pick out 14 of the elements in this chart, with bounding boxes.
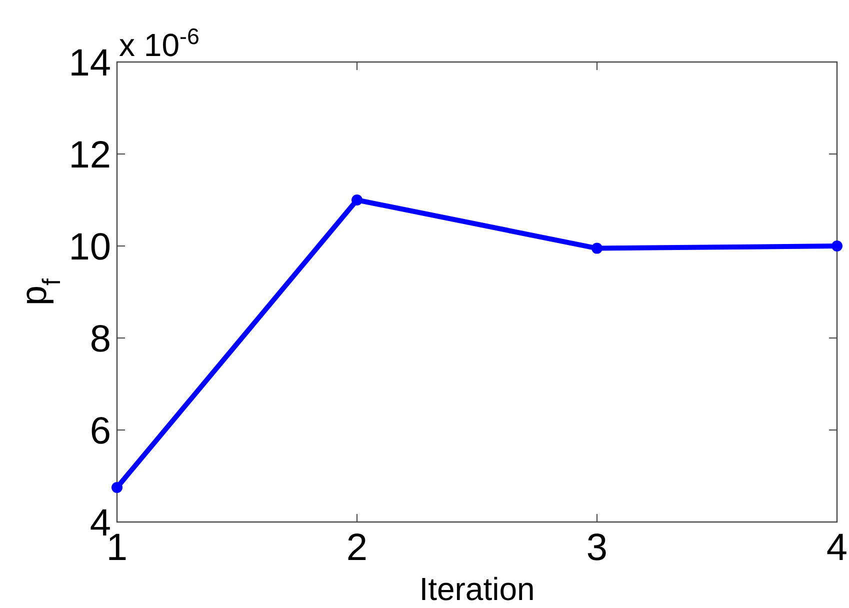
point: [112, 482, 122, 493]
x-tick-label: 2: [346, 527, 368, 569]
point: [832, 240, 842, 252]
x-tick-label: 3: [586, 527, 608, 569]
x-tick-label: 4: [826, 527, 848, 569]
point: [352, 194, 362, 206]
y-tick-label: 10: [68, 226, 111, 268]
point: [592, 242, 602, 254]
y-tick-label: 6: [90, 410, 111, 452]
y-tick-label: 8: [90, 318, 111, 360]
y-tick-label: 12: [68, 134, 111, 176]
y-tick-label: 14: [68, 42, 111, 84]
annotation: x 10$^{-6}$: [119, 24, 200, 63]
x-axis-title: Iteration: [419, 571, 535, 607]
